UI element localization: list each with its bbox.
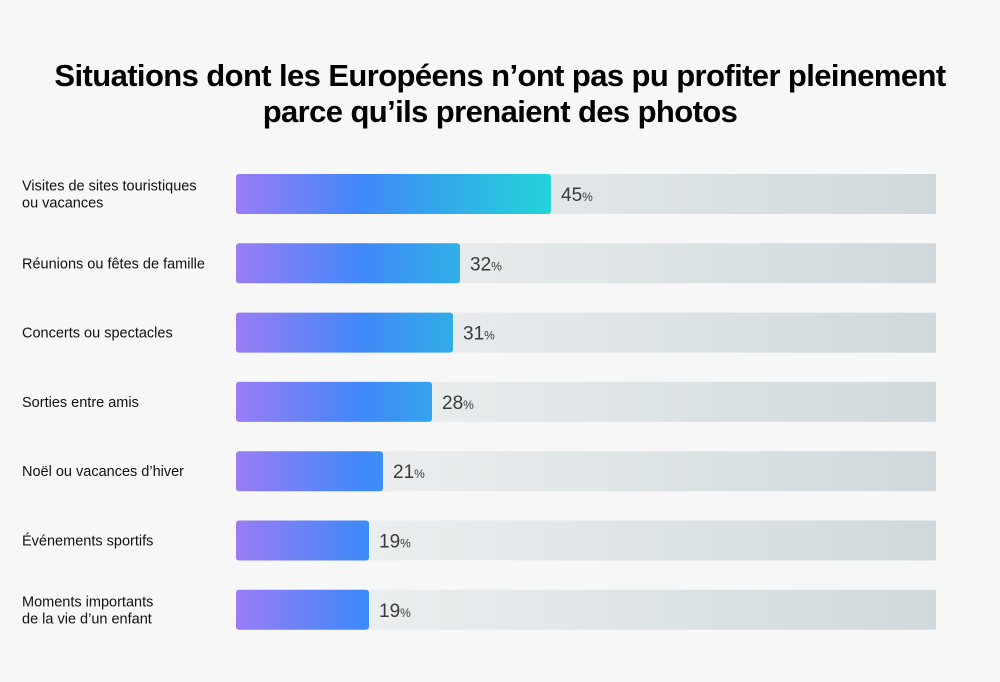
bar [236,520,369,561]
bar [236,381,432,422]
bar [236,589,369,630]
bar [236,451,383,492]
category-label: Noël ou vacances d’hiver [22,464,184,480]
bar [236,243,460,284]
bar [236,312,453,353]
category-label: Concerts ou spectacles [22,326,173,342]
bar-track [236,589,936,630]
data-label: 45% [561,185,593,206]
bar-track [236,520,936,561]
data-label: 19% [379,601,411,622]
bar [236,174,551,214]
chart-title-line-2: parce qu’ils prenaient des photos [262,94,738,129]
category-label: Événements sportifs [22,533,153,550]
data-label: 19% [379,532,411,553]
bar-track [236,451,936,492]
category-label: Sorties entre amis [22,395,139,411]
data-label: 21% [393,462,425,483]
data-label: 32% [470,254,502,275]
category-label: Moments importants de la vie d’un enfant [22,594,153,627]
chart-title: Situations dont les Européens n’ont pas … [0,58,1000,130]
data-label: 28% [442,393,474,414]
category-label: Réunions ou fêtes de famille [22,256,205,272]
category-label: Visites de sites touristiques ou vacances [22,179,197,212]
chart-title-line-1: Situations dont les Européens n’ont pas … [54,58,946,93]
data-label: 31% [463,324,495,345]
